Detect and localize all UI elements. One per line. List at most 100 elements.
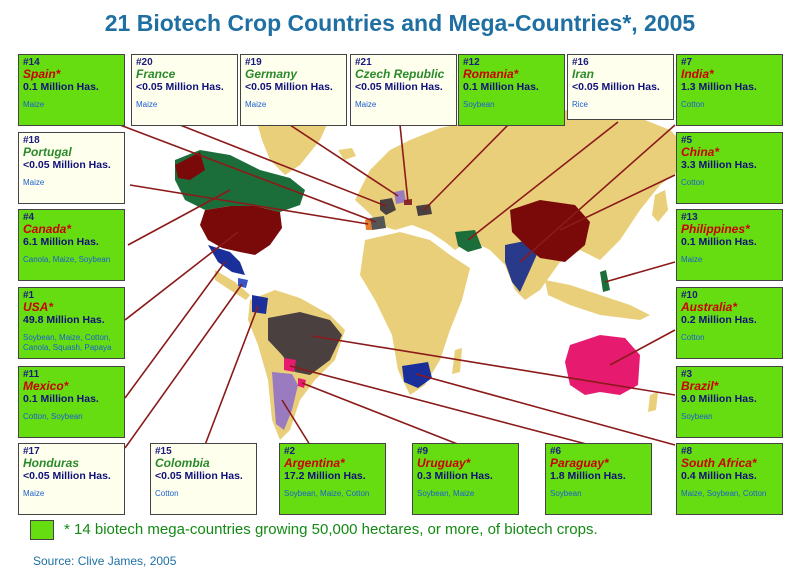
- country-box-16: #15 Colombia <0.05 Million Has. Cotton: [150, 443, 257, 515]
- line-france: [179, 124, 387, 207]
- country-crops: Maize: [23, 100, 45, 109]
- leader-lines: [119, 121, 676, 449]
- country-name: China*: [681, 145, 720, 159]
- country-crops: Maize: [23, 489, 45, 498]
- line-canada: [127, 189, 231, 246]
- country-area: 17.2 Million Has.: [284, 470, 366, 482]
- line-colombia: [204, 305, 259, 446]
- iceland-land: [338, 148, 356, 160]
- line-iran: [467, 121, 619, 241]
- southeast-asia-land: [545, 280, 650, 320]
- country-name: Portugal: [23, 145, 72, 159]
- line-honduras: [124, 283, 243, 449]
- country-area: 3.3 Million Has.: [681, 159, 757, 171]
- country-name: Argentina*: [284, 456, 345, 470]
- country-area: <0.05 Million Has.: [136, 81, 224, 93]
- france-shape: [380, 198, 396, 215]
- line-paraguay: [289, 365, 591, 446]
- country-box-0: #14 Spain* 0.1 Million Has. Maize: [18, 54, 125, 126]
- country-rank: #10: [681, 290, 698, 301]
- country-name: Germany: [245, 67, 298, 81]
- japan-land: [652, 190, 668, 222]
- country-rank: #15: [155, 446, 172, 457]
- line-india: [519, 124, 676, 263]
- country-area: 0.1 Million Has.: [23, 393, 99, 405]
- line-china: [559, 174, 676, 231]
- country-box-9: #4 Canada* 6.1 Million Has. Canola, Maize, …: [18, 209, 125, 281]
- country-name: Philippines*: [681, 222, 750, 236]
- africa-land: [360, 232, 470, 395]
- mexico-shape: [208, 245, 245, 275]
- line-argentina: [281, 399, 311, 446]
- portugal-shape: [365, 218, 372, 230]
- country-name: USA*: [23, 300, 54, 314]
- country-rank: #9: [417, 446, 429, 457]
- line-mexico: [124, 261, 226, 399]
- country-name: Uruguay*: [417, 456, 471, 470]
- country-name: Czech Republic: [355, 67, 445, 81]
- country-box-11: #1 USA* 49.8 Million Has. Soybean, Maize, C…: [18, 287, 125, 359]
- country-crops: Cotton: [681, 178, 705, 187]
- country-crops: Maize: [245, 100, 267, 109]
- country-area: <0.05 Million Has.: [23, 470, 111, 482]
- country-name: Mexico*: [23, 379, 69, 393]
- country-name: India*: [681, 67, 714, 81]
- country-crops: Soybean: [550, 489, 582, 498]
- country-crops: Cotton, Soybean: [23, 412, 83, 421]
- spain-shape: [370, 216, 386, 230]
- new-zealand-land: [648, 392, 658, 412]
- country-area: <0.05 Million Has.: [23, 159, 111, 171]
- line-australia: [609, 329, 676, 366]
- country-box-1: #20 France <0.05 Million Has. Maize: [131, 54, 238, 126]
- country-box-19: #6 Paraguay* 1.8 Million Has. Soybean: [545, 443, 652, 515]
- country-name: Colombia: [155, 456, 210, 470]
- country-area: <0.05 Million Has.: [355, 81, 443, 93]
- country-box-14: #3 Brazil* 9.0 Million Has. Soybean: [676, 366, 783, 438]
- country-name: France: [136, 67, 176, 81]
- country-crops: Soybean: [463, 100, 495, 109]
- country-rank: #19: [245, 57, 262, 68]
- philippines-shape: [600, 270, 610, 292]
- country-name: Brazil*: [681, 379, 719, 393]
- country-crops: Soybean, Maize, Cotton: [284, 489, 370, 498]
- country-rank: #1: [23, 290, 35, 301]
- page-title: 21 Biotech Crop Countries and Mega-Count…: [104, 10, 696, 36]
- country-box-2: #19 Germany <0.05 Million Has. Maize: [240, 54, 347, 126]
- country-crops: Cotton: [155, 489, 179, 498]
- madagascar-land: [452, 348, 462, 374]
- country-rank: #2: [284, 446, 296, 457]
- country-rank: #14: [23, 57, 40, 68]
- country-rank: #21: [355, 57, 372, 68]
- country-rank: #5: [681, 135, 693, 146]
- line-south-africa: [415, 373, 676, 446]
- legend-text: * 14 biotech mega-countries growing 50,0…: [64, 521, 598, 538]
- country-area: 0.1 Million Has.: [681, 236, 757, 248]
- line-portugal: [129, 184, 369, 225]
- central-america-land: [215, 270, 250, 300]
- country-area: <0.05 Million Has.: [572, 81, 660, 93]
- country-crops: Soybean, Maize, Cotton, Canola, Squash, …: [23, 333, 112, 352]
- country-name: Paraguay*: [550, 456, 609, 470]
- country-crops: Cotton: [681, 100, 705, 109]
- country-box-20: #8 South Africa* 0.4 Million Has. Maize, So…: [676, 443, 783, 515]
- country-area: <0.05 Million Has.: [245, 81, 333, 93]
- line-czech: [399, 124, 409, 203]
- country-name: Spain*: [23, 67, 61, 81]
- country-crops: Maize: [355, 100, 377, 109]
- australia-shape: [565, 335, 640, 395]
- country-crops: Maize: [23, 178, 45, 187]
- country-box-6: #7 India* 1.3 Million Has. Cotton: [676, 54, 783, 126]
- line-usa: [124, 231, 239, 321]
- country-box-3: #21 Czech Republic <0.05 Million Has. Maize: [350, 54, 457, 126]
- country-name: Iran: [572, 67, 595, 81]
- country-area: 1.3 Million Has.: [681, 81, 757, 93]
- country-rank: #13: [681, 212, 698, 223]
- argentina-shape: [272, 372, 298, 430]
- country-crops: Maize, Soybean, Cotton: [681, 489, 767, 498]
- country-area: <0.05 Million Has.: [155, 470, 243, 482]
- country-name: Honduras: [23, 456, 80, 470]
- country-crops: Maize: [681, 255, 703, 264]
- line-romania: [423, 124, 509, 211]
- country-area: 49.8 Million Has.: [23, 314, 105, 326]
